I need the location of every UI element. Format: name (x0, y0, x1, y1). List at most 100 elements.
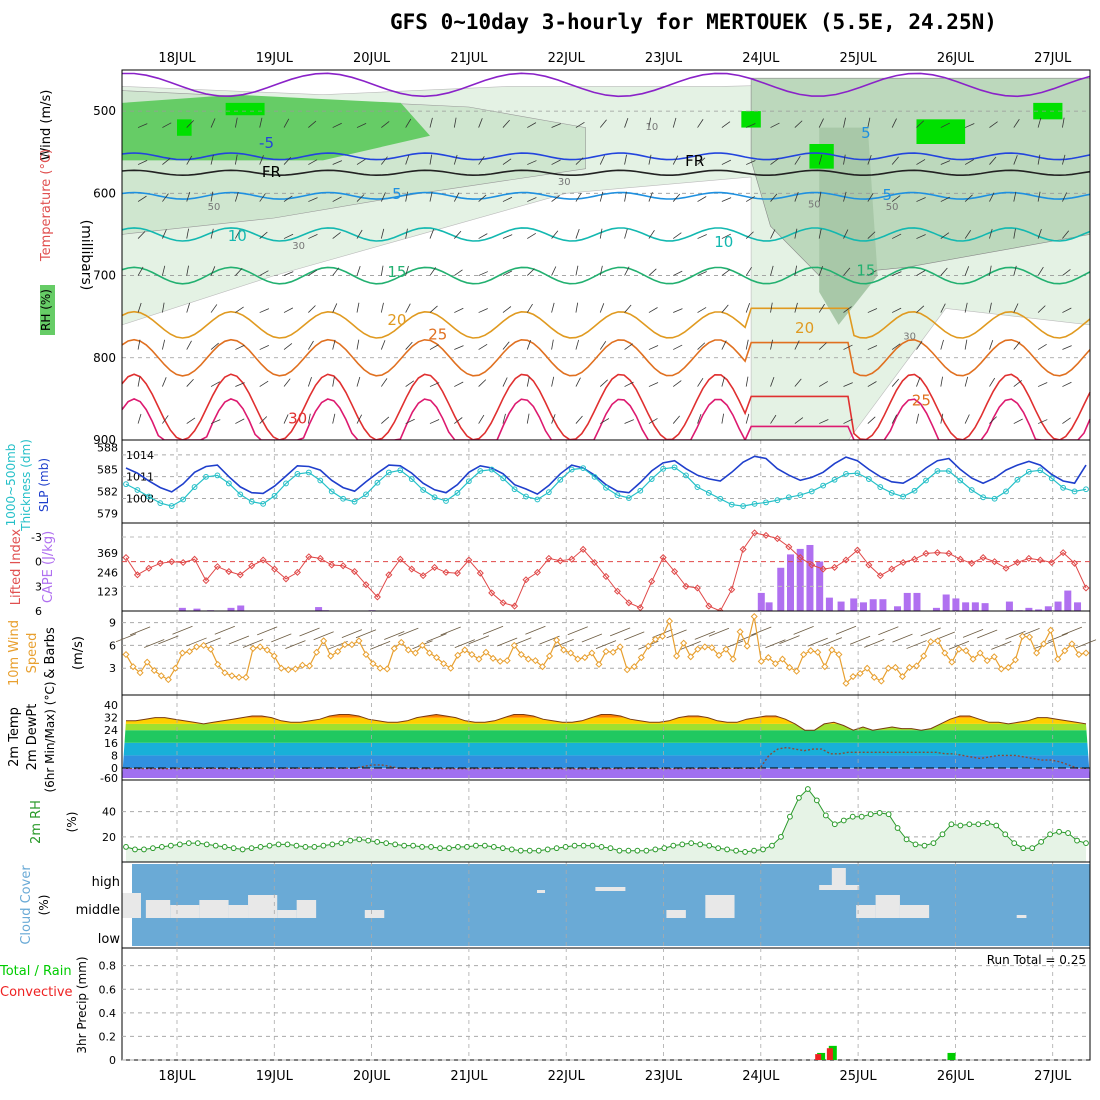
rh-point (679, 841, 686, 848)
wind-barb (210, 381, 220, 387)
cape-bar (1025, 607, 1033, 611)
thickness-point (785, 494, 792, 501)
thickness-point (168, 503, 175, 509)
wind-point (404, 646, 412, 654)
slp-ylabel-1: 1000~500mb (4, 444, 18, 527)
wind-barb (770, 229, 776, 239)
wind-barb (940, 267, 948, 276)
wind-barb (940, 122, 950, 128)
li-tick: 6 (35, 605, 42, 618)
rh-point (840, 817, 847, 824)
rh-point (966, 821, 973, 828)
wind-barb (137, 266, 144, 276)
wind-barb (341, 629, 363, 638)
wind-barb (551, 195, 560, 202)
thickness-point (203, 473, 209, 480)
rh-point (1083, 840, 1089, 847)
li-point (1025, 554, 1033, 562)
thickness-point (923, 477, 929, 484)
wind-barb (551, 339, 554, 350)
bottom-date-label: 21JUL (450, 1069, 488, 1084)
wind-barb (478, 343, 488, 350)
wind-barb (158, 635, 179, 645)
wind-barb (906, 640, 927, 649)
thickness-point (854, 470, 861, 477)
cloud-block (145, 900, 171, 918)
wind-barb (989, 228, 993, 239)
precip-tick: 0.8 (99, 960, 117, 973)
wind-barb (770, 414, 777, 424)
wind-barb (137, 195, 147, 202)
wind-barb (308, 120, 317, 128)
thickness-point (648, 476, 655, 482)
wind-point (920, 652, 928, 660)
wind-barb (405, 418, 415, 424)
wind-point (1068, 640, 1076, 648)
wind-barb (807, 637, 828, 647)
cape-bar (932, 607, 940, 611)
rh-label: 50 (208, 202, 221, 213)
isotherm-label: 5 (883, 186, 893, 204)
wind-barb (891, 156, 899, 165)
wind-barb (648, 268, 657, 276)
thickness-point (728, 501, 735, 508)
wind-point (242, 673, 250, 681)
wind-point (538, 663, 547, 671)
wind-barb (624, 266, 630, 276)
wind-point (489, 654, 497, 662)
isotherm-label: 30 (288, 410, 307, 428)
wind-barb (697, 414, 702, 424)
wind-point (171, 664, 179, 672)
wind-ylabel-2: Speed (25, 633, 40, 674)
isotherm-label: 15 (856, 262, 875, 280)
wind-point (228, 672, 236, 680)
wind-barb (891, 118, 897, 128)
wind-barb (478, 308, 488, 313)
wind-barb (381, 156, 388, 165)
wind-barb (526, 303, 533, 313)
li-point (671, 567, 679, 576)
li-point (831, 563, 839, 571)
li-point (545, 554, 553, 562)
wind-barb (991, 640, 1012, 650)
wind-point (1004, 663, 1012, 671)
wind-point (1047, 626, 1055, 634)
convective-bar (815, 1054, 822, 1060)
li-point (236, 571, 244, 579)
li-point (636, 604, 644, 612)
rh-point (266, 842, 273, 849)
wind-barb (916, 197, 926, 202)
wind-barb (721, 413, 725, 424)
upper-ylabel-rh: RH (%) (39, 289, 53, 331)
rh-point (356, 836, 363, 843)
rh-point (401, 842, 408, 849)
wind-point (574, 655, 582, 663)
thickness-point (283, 480, 289, 487)
li-ylabel: Lifted Index (9, 528, 24, 605)
rh-point (858, 813, 865, 820)
wind-barb (308, 234, 318, 239)
rh-tick: 20 (102, 831, 116, 844)
wind-point (553, 636, 561, 644)
cloud-block (705, 895, 735, 918)
cape-bar (237, 605, 245, 611)
wind-point (298, 661, 307, 669)
wind-barb (1062, 230, 1070, 239)
bottom-date-label: 23JUL (645, 1069, 683, 1084)
wind-barb (235, 229, 241, 239)
wind-barb (940, 232, 950, 239)
wind-barb (746, 123, 756, 128)
wind-point (665, 617, 674, 625)
wind-barb (551, 123, 561, 128)
wind-barb (137, 376, 141, 387)
temp-ylabel-2: 2m DewPt (25, 704, 40, 771)
wind-point (277, 664, 285, 672)
wind-barb (235, 418, 245, 424)
wind-barb (721, 197, 732, 202)
thickness-point (317, 477, 324, 484)
panel-frame (121, 439, 1091, 524)
wind-barb (440, 626, 461, 636)
wind-barb (332, 267, 340, 276)
rh-point (1074, 837, 1080, 844)
rh-point (598, 844, 605, 850)
